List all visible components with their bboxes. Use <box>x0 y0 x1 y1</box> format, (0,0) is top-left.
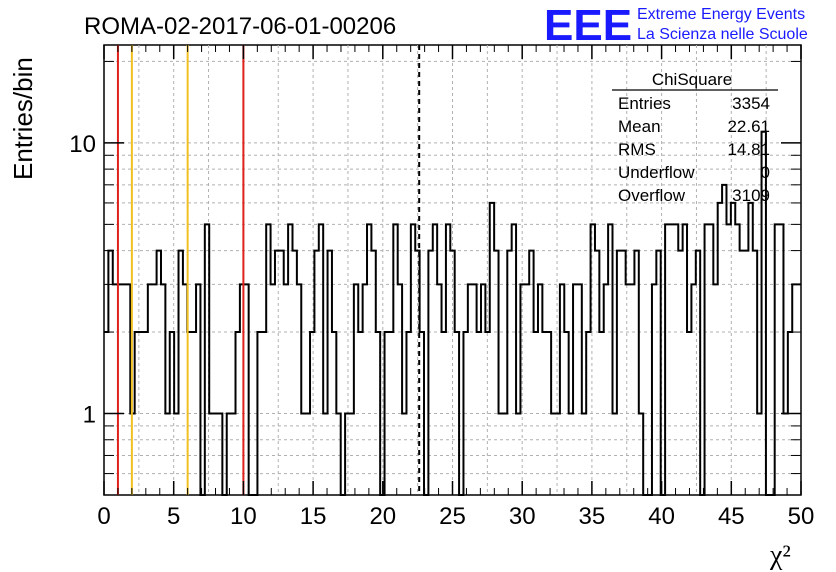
x-tick-label: 35 <box>579 503 606 530</box>
y-axis-label: Entries/bin <box>8 57 38 180</box>
x-tick-label: 20 <box>369 503 396 530</box>
reference-lines <box>116 45 421 495</box>
stats-value-overflow: 3109 <box>732 186 770 205</box>
eee-logo-mark: EEE <box>544 1 632 50</box>
y-tick-label: 1 <box>83 402 96 429</box>
logo-line-2: La Scienza nelle Scuole <box>637 26 808 43</box>
stats-label-mean: Mean <box>618 117 661 136</box>
logo-line-1: Extreme Energy Events <box>637 6 805 23</box>
chart-title: ROMA-02-2017-06-01-00206 <box>84 13 396 40</box>
axis-ticks: 0 5 10 15 20 25 30 35 40 45 50 1 10 <box>69 45 814 530</box>
histogram-outline <box>104 130 801 496</box>
x-tick-label: 10 <box>230 503 257 530</box>
histogram-bars <box>104 130 801 496</box>
stats-title: ChiSquare <box>652 70 732 89</box>
stats-label-overflow: Overflow <box>618 186 686 205</box>
stats-value-mean: 22.61 <box>727 117 770 136</box>
stats-label-rms: RMS <box>618 140 656 159</box>
stats-value-rms: 14.81 <box>727 140 770 159</box>
x-tick-label: 30 <box>509 503 536 530</box>
x-axis-label: χ² <box>769 540 791 571</box>
x-tick-label: 0 <box>97 503 110 530</box>
stats-value-underflow: 0 <box>761 163 770 182</box>
stats-label-entries: Entries <box>618 94 671 113</box>
y-tick-label: 10 <box>69 131 96 158</box>
x-tick-label: 50 <box>788 503 815 530</box>
x-tick-label: 15 <box>300 503 327 530</box>
stats-box: ChiSquare Entries 3354 Mean 22.61 RMS 14… <box>612 70 778 205</box>
x-tick-label: 45 <box>718 503 745 530</box>
x-tick-label: 5 <box>167 503 180 530</box>
stats-label-underflow: Underflow <box>618 163 695 182</box>
x-tick-label: 40 <box>648 503 675 530</box>
stats-value-entries: 3354 <box>732 94 770 113</box>
x-tick-label: 25 <box>439 503 466 530</box>
